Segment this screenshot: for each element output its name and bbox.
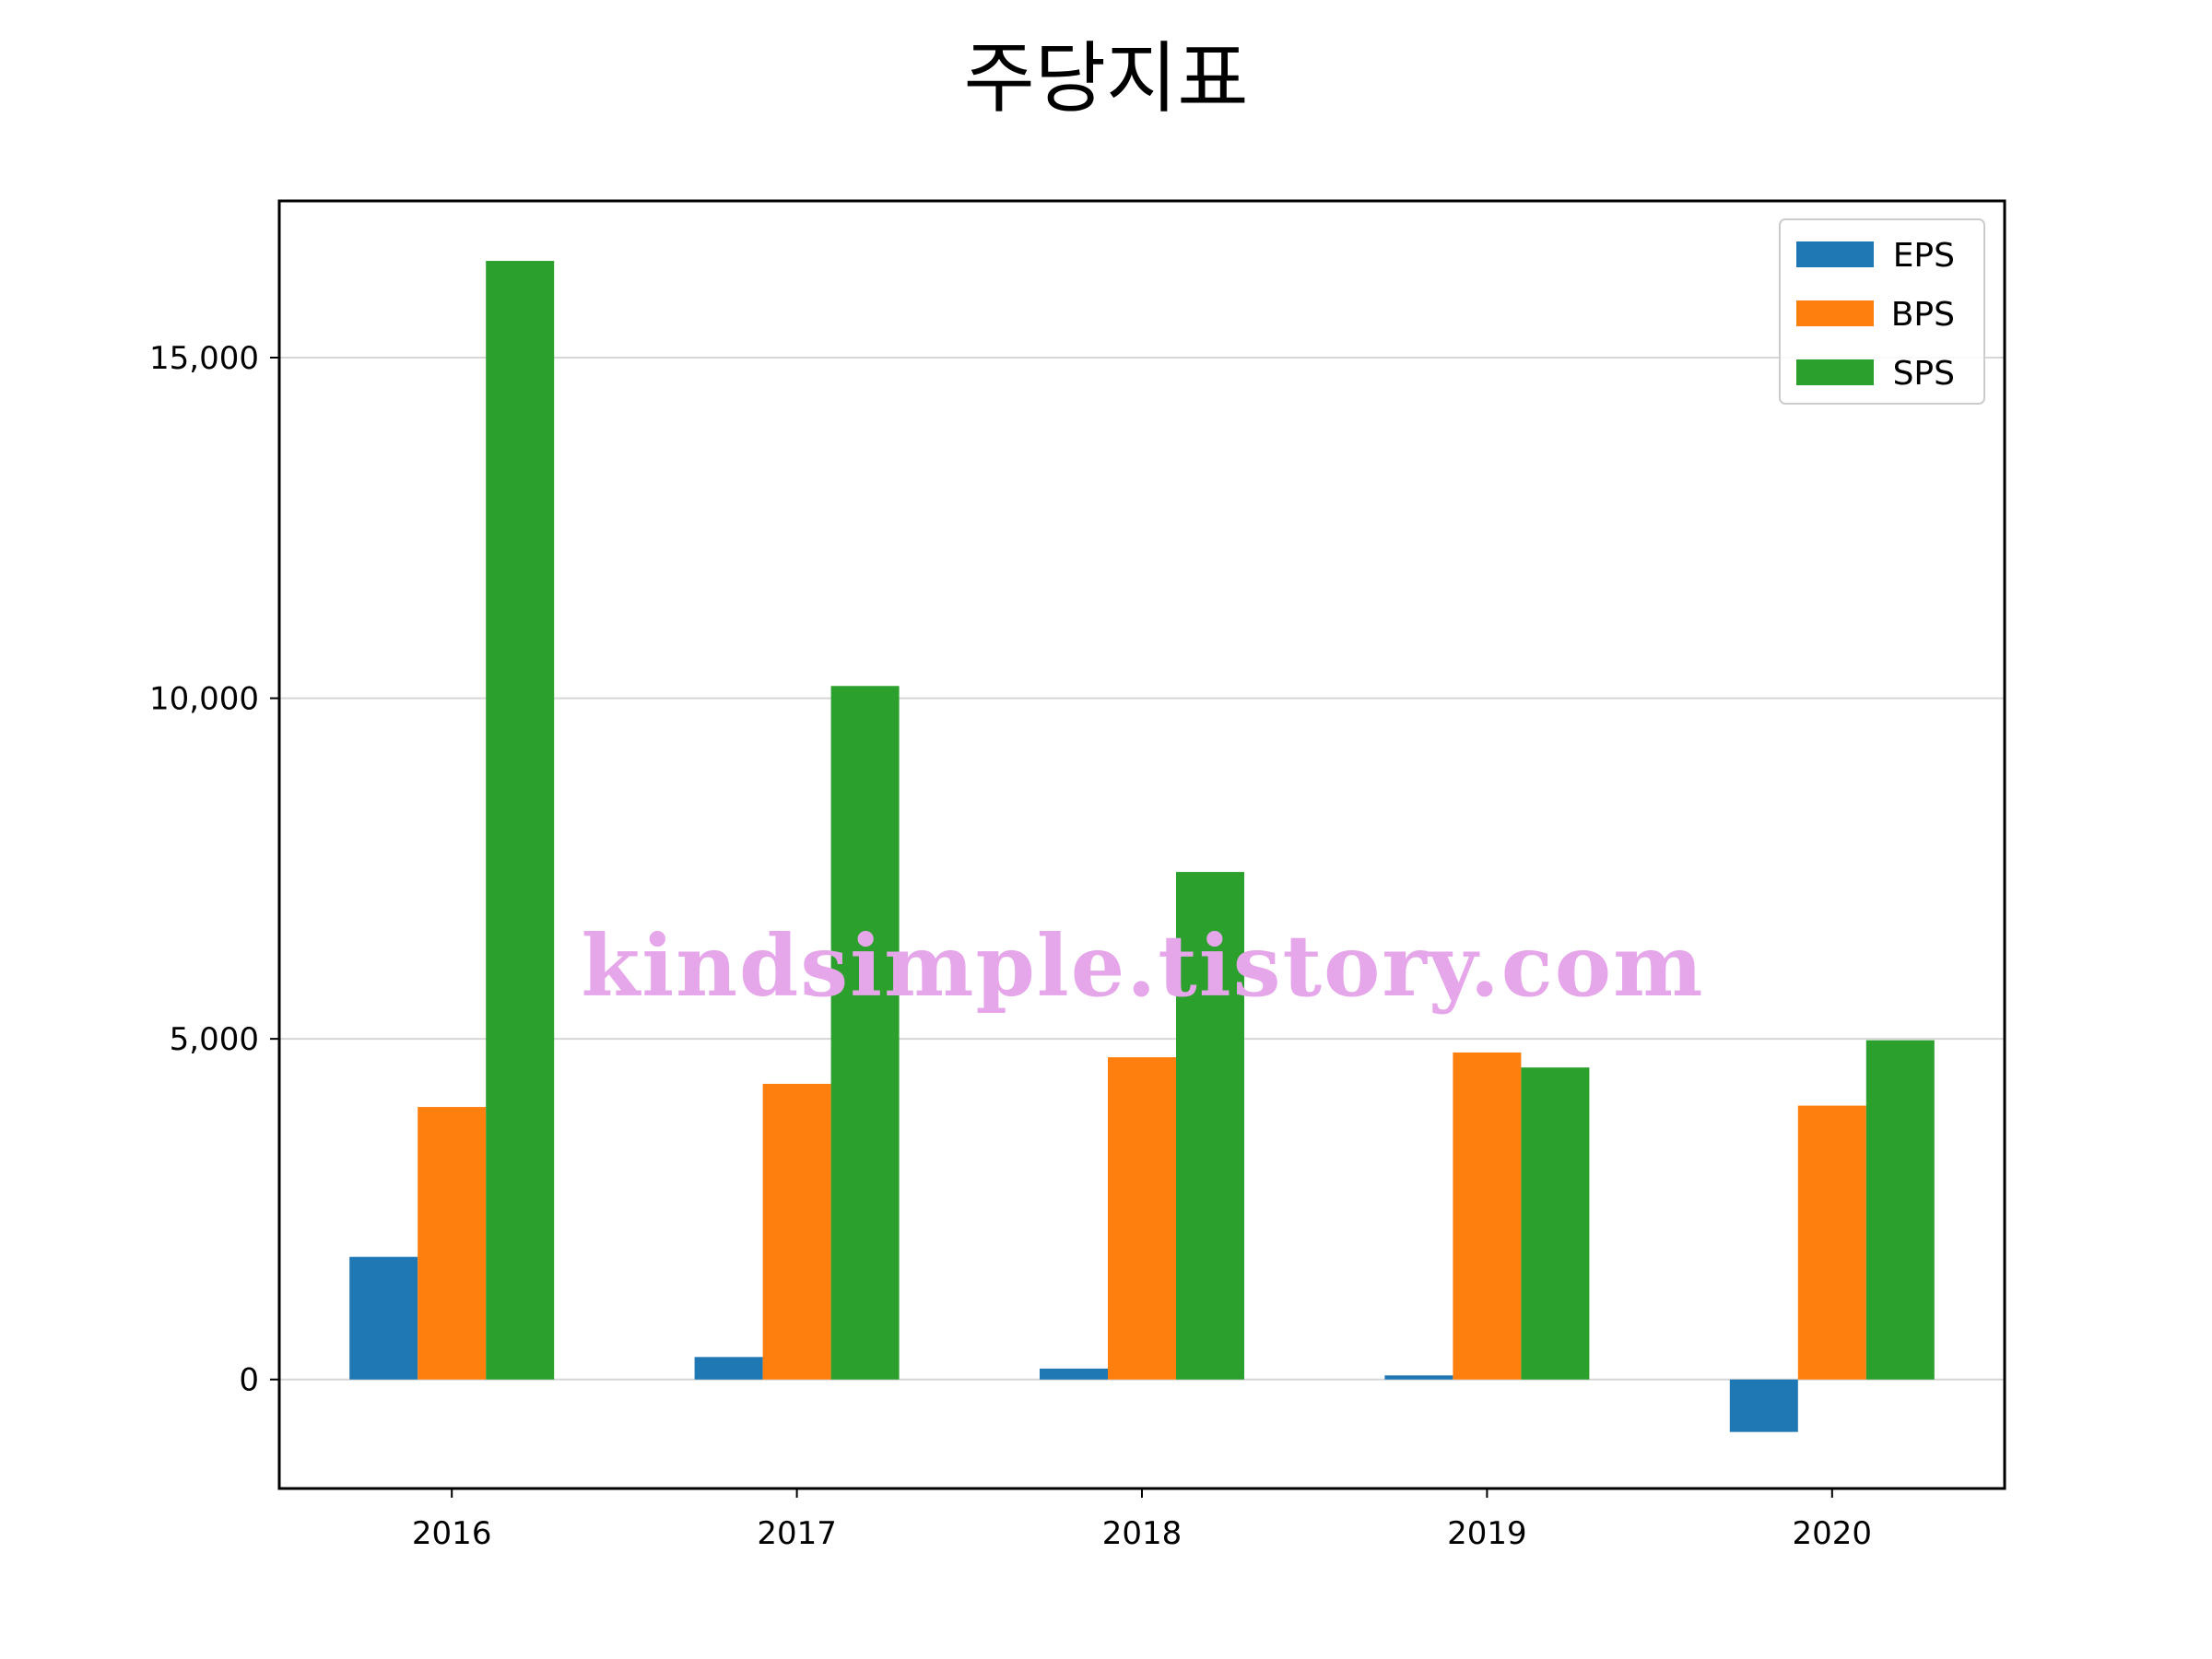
legend: EPS BPS SPS bbox=[1779, 218, 1985, 405]
bar-sps-2020 bbox=[1865, 1040, 1935, 1380]
x-axis: 2016 2017 2018 2019 2020 bbox=[412, 1488, 1872, 1552]
x-tick-label: 2018 bbox=[1102, 1515, 1182, 1552]
bar-bps-2020 bbox=[1797, 1105, 1866, 1380]
y-axis: 0 5,000 10,000 15,000 bbox=[149, 340, 279, 1399]
legend-swatch-sps bbox=[1796, 359, 1874, 385]
bars-layer bbox=[349, 261, 1935, 1432]
bar-eps-2019 bbox=[1384, 1375, 1453, 1380]
legend-swatch-eps bbox=[1796, 241, 1874, 267]
bar-eps-2018 bbox=[1040, 1368, 1108, 1380]
bar-bps-2017 bbox=[762, 1083, 831, 1380]
legend-label-eps: EPS bbox=[1893, 237, 1955, 275]
bar-bps-2018 bbox=[1108, 1057, 1176, 1380]
x-tick-label: 2020 bbox=[1793, 1515, 1873, 1552]
x-tick-label: 2016 bbox=[412, 1515, 492, 1552]
bar-bps-2016 bbox=[418, 1107, 487, 1380]
legend-label-bps: BPS bbox=[1891, 296, 1955, 334]
x-tick-label: 2019 bbox=[1447, 1515, 1527, 1552]
x-tick-label: 2017 bbox=[757, 1515, 837, 1552]
y-tick-label: 10,000 bbox=[149, 681, 259, 718]
watermark-text: kindsimple.tistory.com bbox=[581, 916, 1704, 1016]
grid-layer bbox=[279, 357, 2005, 1381]
legend-swatch-bps bbox=[1796, 300, 1874, 326]
bar-sps-2017 bbox=[830, 686, 900, 1380]
y-tick-label: 15,000 bbox=[149, 340, 259, 377]
bar-bps-2019 bbox=[1453, 1052, 1522, 1380]
legend-label-sps: SPS bbox=[1893, 355, 1955, 393]
bar-eps-2016 bbox=[349, 1256, 418, 1380]
y-tick-label: 5,000 bbox=[170, 1021, 259, 1058]
bar-eps-2017 bbox=[694, 1357, 763, 1380]
bar-sps-2019 bbox=[1521, 1067, 1590, 1380]
chart-title: 주당지표 bbox=[963, 33, 1249, 124]
bar-eps-2020 bbox=[1729, 1379, 1798, 1432]
bar-sps-2018 bbox=[1176, 872, 1244, 1380]
bar-sps-2016 bbox=[486, 261, 555, 1380]
y-tick-label: 0 bbox=[239, 1362, 259, 1399]
